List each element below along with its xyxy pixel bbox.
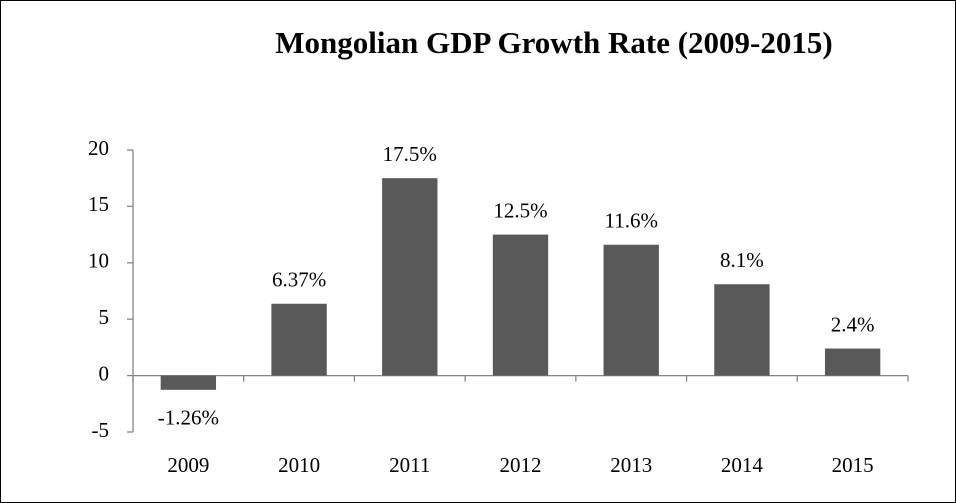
data-label: 12.5% bbox=[493, 198, 547, 222]
y-tick-label: 15 bbox=[88, 192, 109, 216]
data-label: 6.37% bbox=[272, 268, 326, 292]
bar bbox=[492, 234, 549, 376]
y-tick-label: 5 bbox=[99, 305, 110, 329]
x-tick-label: 2014 bbox=[721, 453, 764, 477]
x-tick-label: 2010 bbox=[278, 453, 320, 477]
x-tick-label: 2012 bbox=[500, 453, 542, 477]
y-tick-label: 10 bbox=[88, 249, 109, 273]
bar bbox=[160, 375, 217, 390]
x-tick-label: 2009 bbox=[167, 453, 209, 477]
bar bbox=[603, 244, 659, 376]
x-tick-label: 2015 bbox=[832, 453, 874, 477]
bar bbox=[714, 284, 770, 376]
y-tick-label: 20 bbox=[88, 136, 109, 160]
chart-title: Mongolian GDP Growth Rate (2009-2015) bbox=[275, 25, 832, 60]
y-tick-label: 0 bbox=[99, 361, 110, 385]
data-label: -1.26% bbox=[158, 406, 219, 430]
bar bbox=[382, 178, 438, 376]
data-label: 8.1% bbox=[720, 248, 764, 272]
x-tick-label: 2011 bbox=[389, 453, 430, 477]
y-tick-label: -5 bbox=[92, 418, 110, 442]
bar bbox=[271, 303, 327, 376]
data-label: 2.4% bbox=[831, 312, 875, 336]
data-label: 11.6% bbox=[604, 209, 657, 233]
bar bbox=[824, 348, 881, 376]
data-label: 17.5% bbox=[383, 142, 437, 166]
x-tick-label: 2013 bbox=[610, 453, 652, 477]
